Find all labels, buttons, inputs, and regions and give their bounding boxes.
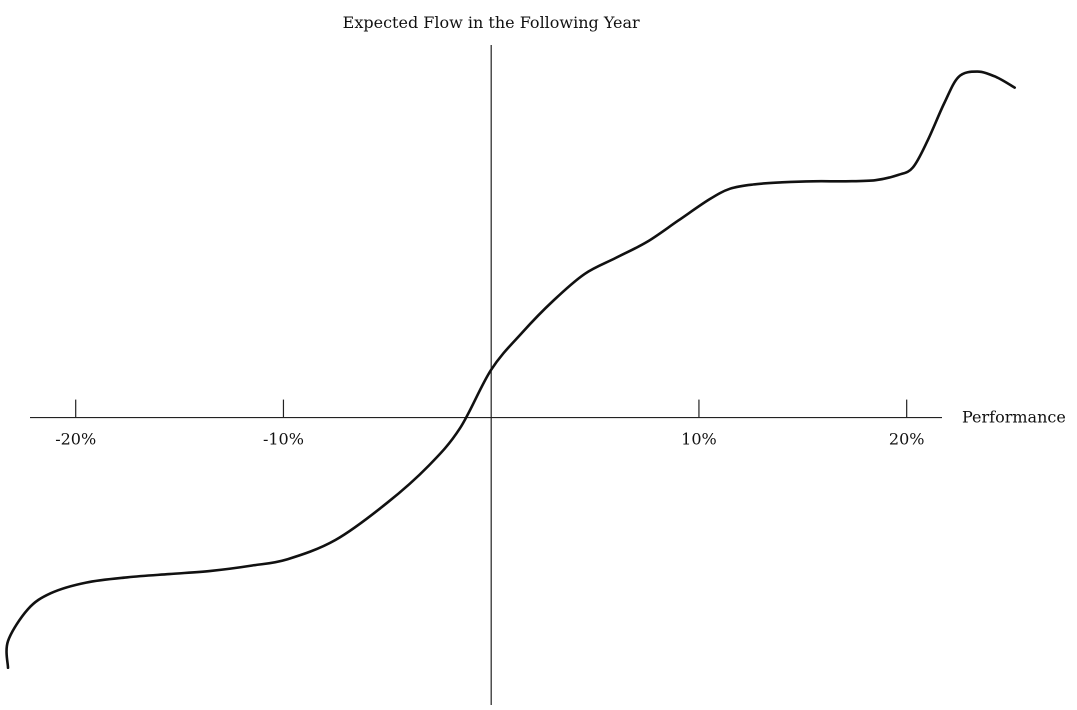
x-tick-label: -20%	[55, 430, 96, 449]
x-ticks-group: -20% -10% 10% 20%	[55, 399, 925, 449]
x-axis-title: Performance	[962, 408, 1066, 427]
y-axis-title: Expected Flow in the Following Year	[343, 13, 640, 32]
x-tick-label: 10%	[681, 430, 717, 449]
x-tick-label: 20%	[889, 430, 925, 449]
x-tick-label: -10%	[263, 430, 304, 449]
flow-performance-curve	[5, 70, 1016, 669]
